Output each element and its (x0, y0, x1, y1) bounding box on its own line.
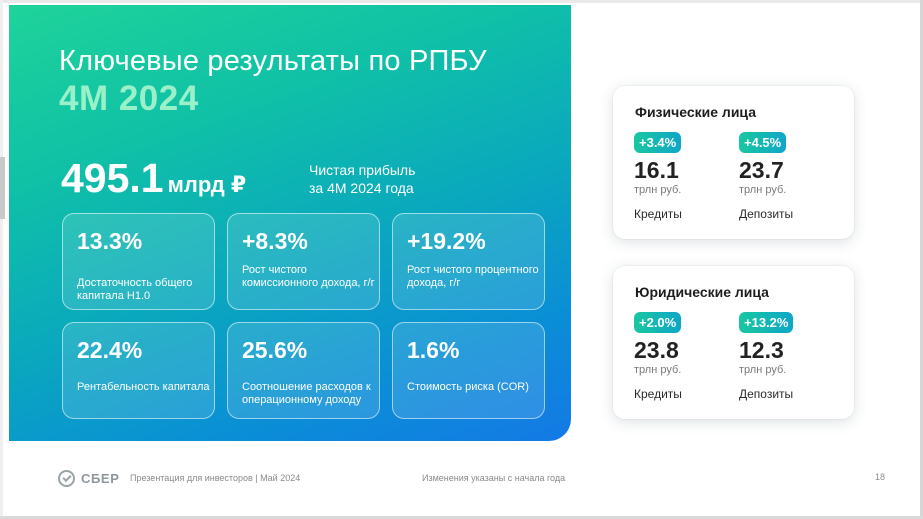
segment-item-deposits: +4.5% 23.7 трлн руб. Депозиты (739, 132, 839, 221)
frame-border-top (0, 0, 923, 3)
net-profit-desc-line1: Чистая прибыль (309, 162, 416, 178)
change-badge: +4.5% (739, 132, 787, 153)
page-number: 18 (875, 472, 886, 482)
kpi-label: Стоимость риска (COR) (407, 381, 529, 393)
segment-title: Юридические лица (635, 284, 769, 300)
segment-label: Депозиты (739, 207, 794, 221)
segment-unit: трлн руб. (634, 364, 682, 376)
segment-value: 12.3 (739, 337, 784, 363)
net-profit-unit: млрд ₽ (167, 172, 247, 197)
net-profit-description: Чистая прибыль за 4М 2024 года (309, 161, 479, 197)
kpi-card-fee-income-growth: +8.3% Рост чистого комиссионного дохода,… (227, 213, 380, 310)
footer-note: Изменения указаны с начала года (422, 473, 566, 483)
kpi-label: Рентабельность капитала (77, 381, 210, 393)
frame-border-right (920, 0, 923, 519)
kpi-value: 25.6% (242, 337, 308, 363)
kpi-label: Рост чистого процентного дохода, г/г (407, 264, 539, 289)
window-edge-handle[interactable] (0, 157, 5, 219)
kpi-card-cost-income: 25.6% Соотношение расходов к операционно… (227, 322, 380, 419)
segment-label: Кредиты (634, 207, 682, 221)
kpi-value: 13.3% (77, 228, 143, 254)
footer-presentation-caption: Презентация для инвесторов | Май 2024 (130, 473, 301, 483)
segment-label: Кредиты (634, 387, 682, 401)
segment-title: Физические лица (635, 104, 756, 120)
net-profit-desc-line2: за 4М 2024 года (309, 180, 414, 196)
frame-border-left (0, 0, 3, 519)
kpi-card-capital-adequacy: 13.3% Достаточность общего капитала Н1.0 (62, 213, 215, 310)
kpi-card-interest-income-growth: +19.2% Рост чистого процентного дохода, … (392, 213, 545, 310)
slide-title: Ключевые результаты по РПБУ (59, 45, 487, 77)
segment-label: Депозиты (739, 387, 794, 401)
kpi-value: 1.6% (407, 337, 460, 363)
net-profit-number: 495.1 (61, 155, 164, 201)
segment-card-individuals: Физические лица +3.4% 16.1 трлн руб. Кре… (613, 86, 854, 239)
kpi-value: +19.2% (407, 228, 486, 254)
kpi-label: Достаточность общего капитала Н1.0 (77, 277, 193, 302)
change-badge: +13.2% (739, 312, 794, 333)
kpi-label: Соотношение расходов к операционному дох… (242, 381, 371, 406)
hero-panel: Ключевые результаты по РПБУ 4M 2024 495.… (9, 5, 571, 441)
sber-check-icon (58, 470, 75, 487)
segment-unit: трлн руб. (739, 184, 787, 196)
segment-value: 23.7 (739, 157, 784, 183)
net-profit-value: 495.1 млрд ₽ (61, 155, 246, 202)
logo-text: СБЕР (81, 471, 120, 486)
segment-card-legal-entities: Юридические лица +2.0% 23.8 трлн руб. Кр… (613, 266, 854, 419)
change-badge: +2.0% (634, 312, 682, 333)
sber-logo: СБЕР (58, 470, 119, 487)
kpi-label: Рост чистого комиссионного дохода, г/г (242, 264, 375, 289)
segment-value: 23.8 (634, 337, 679, 363)
segment-item-deposits: +13.2% 12.3 трлн руб. Депозиты (739, 312, 839, 401)
segment-unit: трлн руб. (634, 184, 682, 196)
kpi-value: 22.4% (77, 337, 143, 363)
change-badge: +3.4% (634, 132, 682, 153)
segment-item-loans: +3.4% 16.1 трлн руб. Кредиты (634, 132, 734, 221)
slide-footer: СБЕР Презентация для инвесторов | Май 20… (40, 451, 910, 501)
segment-unit: трлн руб. (739, 364, 787, 376)
segment-item-loans: +2.0% 23.8 трлн руб. Кредиты (634, 312, 734, 401)
kpi-card-roe: 22.4% Рентабельность капитала (62, 322, 215, 419)
kpi-card-cost-of-risk: 1.6% Стоимость риска (COR) (392, 322, 545, 419)
kpi-value: +8.3% (242, 228, 308, 254)
frame-border-bottom (0, 516, 923, 519)
slide-period: 4M 2024 (59, 79, 199, 118)
segment-value: 16.1 (634, 157, 679, 183)
